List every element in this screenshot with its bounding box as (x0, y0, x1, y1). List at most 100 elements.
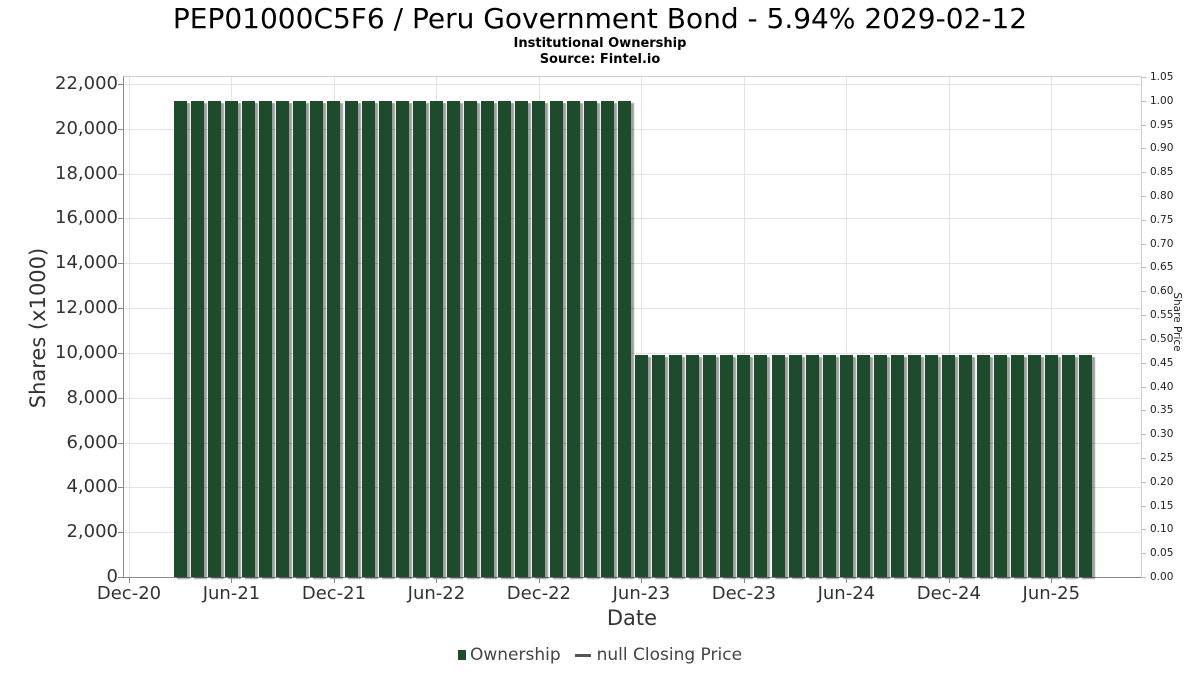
ownership-bar[interactable] (481, 100, 495, 577)
x-axis-tick-label: Dec-20 (96, 583, 162, 604)
right-axis-tick-label: 0.80 (1150, 190, 1174, 203)
ownership-bar[interactable] (395, 100, 409, 577)
ownership-bar[interactable] (686, 355, 700, 577)
ownership-bar[interactable] (498, 100, 512, 577)
ownership-bar[interactable] (173, 100, 187, 577)
right-axis-tick-label: 0.60 (1150, 285, 1174, 298)
right-axis-tick-label: 0.65 (1150, 261, 1174, 274)
ownership-bar[interactable] (361, 100, 375, 577)
ownership-bar[interactable] (412, 100, 426, 577)
ownership-bar[interactable] (737, 355, 751, 577)
x-axis-tick-mark (1051, 578, 1053, 583)
ownership-bar[interactable] (207, 100, 221, 577)
x-axis-tick-mark (436, 578, 438, 583)
ownership-bar[interactable] (224, 100, 238, 577)
right-axis-tick-mark (1142, 338, 1146, 340)
y-axis-tick-mark (118, 442, 123, 444)
y-axis-tick-label: 10,000 (55, 341, 118, 363)
h-gridline (124, 397, 1141, 399)
ownership-bar[interactable] (549, 100, 563, 577)
ownership-bar[interactable] (771, 355, 785, 577)
ownership-bar[interactable] (1044, 355, 1058, 577)
y-axis-tick-mark (118, 83, 123, 85)
ownership-bar[interactable] (839, 355, 853, 577)
right-axis-tick-mark (1142, 77, 1146, 78)
y-axis-tick-label: 0 (106, 566, 118, 587)
legend-item-closing-price[interactable]: null Closing Price (596, 645, 743, 665)
right-axis-tick-mark (1142, 148, 1146, 150)
right-axis-tick-mark (1142, 386, 1146, 388)
ownership-bar[interactable] (856, 355, 870, 577)
ownership-bar[interactable] (754, 355, 768, 577)
ownership-bar[interactable] (822, 355, 836, 577)
ownership-bar[interactable] (634, 355, 648, 577)
ownership-bar[interactable] (617, 100, 631, 577)
legend-item-ownership[interactable]: Ownership (469, 645, 561, 665)
closing-price-legend-marker-icon (574, 653, 591, 657)
right-axis-tick-label: 0.85 (1150, 166, 1174, 179)
right-axis-tick-mark (1142, 577, 1146, 578)
ownership-bar[interactable] (942, 355, 956, 577)
ownership-bar[interactable] (293, 100, 307, 577)
chart-source: Source: Fintel.io (539, 52, 661, 67)
x-axis-tick-mark (333, 578, 335, 583)
ownership-bar[interactable] (259, 100, 273, 577)
ownership-bar[interactable] (515, 100, 529, 577)
ownership-bar[interactable] (190, 100, 204, 577)
right-axis-tick-label: 0.95 (1150, 118, 1174, 131)
ownership-bar[interactable] (651, 355, 665, 577)
y-axis-tick-label: 4,000 (66, 476, 118, 498)
ownership-bar[interactable] (891, 355, 905, 577)
right-axis-tick-mark (1142, 410, 1146, 412)
right-axis-tick-label: 0.30 (1150, 428, 1174, 441)
ownership-bar[interactable] (1061, 355, 1075, 577)
ownership-bar[interactable] (429, 100, 443, 577)
ownership-bar[interactable] (447, 100, 461, 577)
ownership-bar[interactable] (1010, 355, 1024, 577)
h-gridline (124, 442, 1141, 444)
ownership-bar[interactable] (720, 355, 734, 577)
right-axis-tick-label: 0.75 (1150, 213, 1174, 226)
right-axis-tick-label: 0.35 (1150, 404, 1174, 417)
y-axis-tick-mark (118, 397, 123, 399)
y-axis-tick-label: 22,000 (55, 72, 118, 94)
right-axis-tick-mark (1142, 100, 1146, 102)
ownership-bar[interactable] (908, 355, 922, 577)
y-axis-tick-label: 20,000 (55, 117, 118, 139)
ownership-bar[interactable] (327, 100, 341, 577)
ownership-bar[interactable] (669, 355, 683, 577)
ownership-bar[interactable] (464, 100, 478, 577)
ownership-bar[interactable] (532, 100, 546, 577)
ownership-bar[interactable] (566, 100, 580, 577)
y-axis-title-right: Share Price (1171, 292, 1183, 352)
ownership-bar[interactable] (242, 100, 256, 577)
ownership-bar[interactable] (703, 355, 717, 577)
ownership-bar[interactable] (583, 100, 597, 577)
x-axis-tick-mark (846, 578, 848, 583)
ownership-bar[interactable] (805, 355, 819, 577)
ownership-bar[interactable] (874, 355, 888, 577)
right-axis-tick-mark (1142, 505, 1146, 507)
ownership-bar[interactable] (378, 100, 392, 577)
h-gridline (124, 532, 1141, 534)
y-axis-tick-mark (118, 352, 123, 354)
ownership-bar[interactable] (1078, 355, 1092, 577)
right-axis-tick-label: 0.50 (1150, 332, 1174, 345)
ownership-bar[interactable] (276, 100, 290, 577)
h-gridline (124, 308, 1141, 310)
ownership-bar[interactable] (600, 100, 614, 577)
ownership-bar[interactable] (310, 100, 324, 577)
legend: Ownership null Closing Price (0, 645, 1200, 665)
y-axis-tick-mark (118, 308, 123, 310)
right-axis-tick-label: 0.25 (1150, 451, 1174, 464)
ownership-bar[interactable] (788, 355, 802, 577)
ownership-bar[interactable] (959, 355, 973, 577)
right-axis-tick-mark (1142, 172, 1146, 174)
ownership-bar[interactable] (344, 100, 358, 577)
ownership-bar[interactable] (976, 355, 990, 577)
x-axis-tick-mark (641, 578, 643, 583)
right-axis-tick-mark (1142, 291, 1146, 293)
ownership-bar[interactable] (925, 355, 939, 577)
ownership-bar[interactable] (993, 355, 1007, 577)
ownership-bar[interactable] (1027, 355, 1041, 577)
